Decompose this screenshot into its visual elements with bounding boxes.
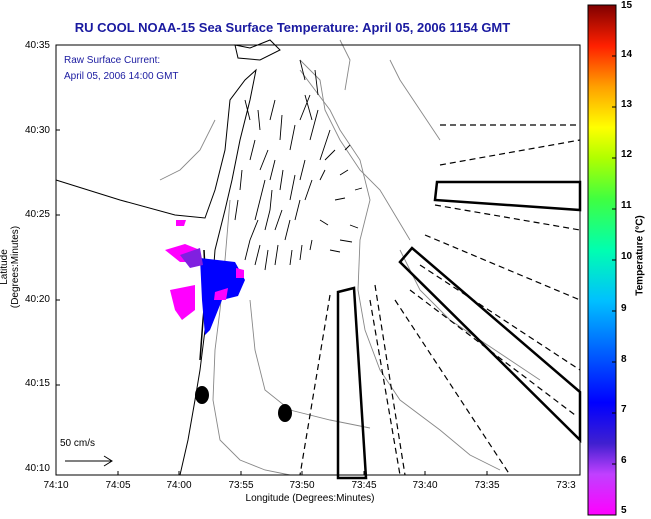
scale-arrow xyxy=(65,455,113,467)
colorbar-tick: 15 xyxy=(621,0,633,11)
site-marker xyxy=(278,404,292,422)
y-tick-label: 40:10 xyxy=(24,463,50,474)
current-date: April 05, 2006 14:00 GMT xyxy=(64,71,179,82)
y-tick-label: 40:15 xyxy=(24,378,50,389)
x-tick-label: 73:45 xyxy=(351,480,377,491)
colorbar-tick: 8 xyxy=(621,354,627,365)
colorbar-tick: 14 xyxy=(621,49,633,60)
x-tick-label: 73:35 xyxy=(474,480,500,491)
colorbar-tick: 9 xyxy=(621,303,627,314)
colorbar-tick: 10 xyxy=(621,251,633,262)
current-label: Raw Surface Current: xyxy=(64,55,161,66)
bathymetry-contours xyxy=(159,39,541,476)
radial-lines xyxy=(299,124,581,476)
x-tick-label: 73:40 xyxy=(412,480,438,491)
axis-ticks xyxy=(56,129,488,475)
plot-frame xyxy=(55,44,581,476)
scale-label: 50 cm/s xyxy=(60,438,96,449)
colorbar-tick: 5 xyxy=(621,505,627,516)
beam-polygons xyxy=(336,180,582,480)
colorbar-tick: 13 xyxy=(621,99,633,110)
y-tick-label: 40:35 xyxy=(24,40,50,51)
colorbar-tick: 11 xyxy=(621,200,632,211)
y-tick-label: 40:20 xyxy=(24,294,50,305)
x-tick-label: 74:10 xyxy=(43,480,69,491)
x-tick-label: 74:05 xyxy=(105,480,131,491)
x-tick-label: 73:55 xyxy=(228,480,254,491)
x-tick-label: 74:00 xyxy=(166,480,192,491)
x-tick-label: 73:3 xyxy=(556,480,576,491)
site-marker xyxy=(195,386,209,404)
map-title: RU COOL NOAA-15 Sea Surface Temperature:… xyxy=(74,20,511,35)
colorbar-tick: 12 xyxy=(621,149,633,160)
colorbar-tick: 7 xyxy=(621,404,627,415)
current-vectors xyxy=(234,59,363,271)
x-axis-label: Longitude (Degrees:Minutes) xyxy=(245,493,375,504)
colorbar-tick: 6 xyxy=(621,455,627,466)
colorbar xyxy=(587,4,617,516)
y-tick-label: 40:25 xyxy=(24,209,50,220)
sst-patch xyxy=(165,220,245,335)
x-tick-label: 73:50 xyxy=(289,480,315,491)
land-outline xyxy=(234,39,281,61)
y-tick-label: 40:30 xyxy=(24,125,50,136)
